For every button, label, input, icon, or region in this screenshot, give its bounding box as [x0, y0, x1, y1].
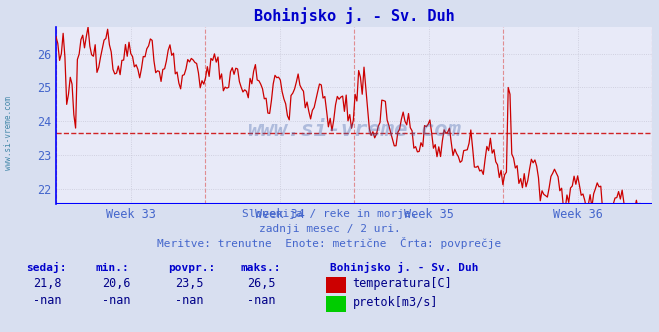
Text: www.si-vreme.com: www.si-vreme.com [247, 120, 461, 139]
Text: -nan: -nan [175, 294, 203, 307]
Text: 20,6: 20,6 [102, 277, 130, 290]
Text: 23,5: 23,5 [175, 277, 203, 290]
Text: sedaj:: sedaj: [26, 262, 67, 273]
Text: maks.:: maks.: [241, 263, 281, 273]
Text: Meritve: trenutne  Enote: metrične  Črta: povprečje: Meritve: trenutne Enote: metrične Črta: … [158, 237, 501, 249]
Text: Slovenija / reke in morje.: Slovenija / reke in morje. [242, 209, 417, 219]
Text: 21,8: 21,8 [33, 277, 61, 290]
Text: temperatura[C]: temperatura[C] [353, 277, 452, 290]
Text: -nan: -nan [102, 294, 130, 307]
Text: -nan: -nan [33, 294, 61, 307]
Text: 26,5: 26,5 [247, 277, 275, 290]
Text: povpr.:: povpr.: [168, 263, 215, 273]
Text: Bohinjsko j. - Sv. Duh: Bohinjsko j. - Sv. Duh [330, 262, 478, 273]
Title: Bohinjsko j. - Sv. Duh: Bohinjsko j. - Sv. Duh [254, 7, 455, 24]
Text: min.:: min.: [96, 263, 129, 273]
Text: zadnji mesec / 2 uri.: zadnji mesec / 2 uri. [258, 224, 401, 234]
Text: pretok[m3/s]: pretok[m3/s] [353, 296, 438, 309]
Text: -nan: -nan [247, 294, 275, 307]
Text: www.si-vreme.com: www.si-vreme.com [4, 96, 13, 170]
